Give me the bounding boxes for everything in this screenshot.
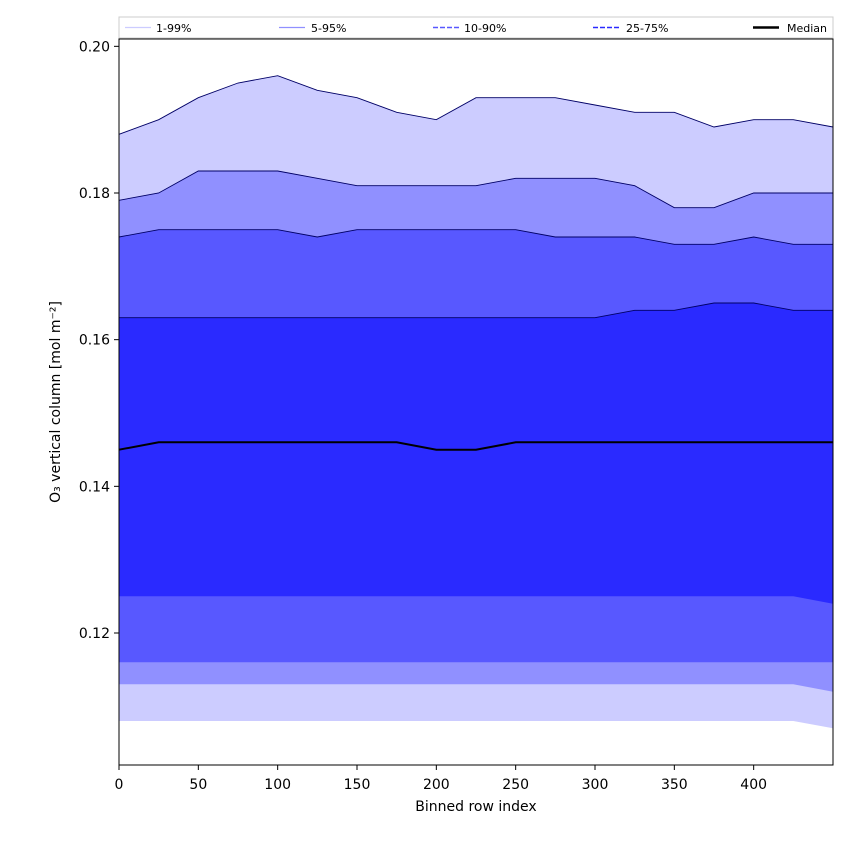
band-upper-edge-3 — [119, 302, 833, 319]
x-tick-label: 150 — [344, 777, 371, 793]
x-tick-label: 250 — [502, 777, 529, 793]
y-axis-title: O₃ vertical column [mol m⁻²] — [48, 301, 64, 503]
legend-label: 25-75% — [626, 22, 668, 35]
legend-label: 5-95% — [311, 22, 346, 35]
median-line — [118, 441, 833, 451]
y-tick-label: 0.20 — [79, 39, 110, 55]
x-tick-label: 0 — [115, 777, 124, 793]
x-axis-title: Binned row index — [415, 799, 536, 815]
x-axis: 0 50 100 150 200 250 300 350 400 — [115, 765, 767, 793]
y-tick-label: 0.16 — [79, 333, 110, 349]
legend-label: 1-99% — [156, 22, 191, 35]
bands-layer — [118, 75, 834, 729]
y-tick-label: 0.18 — [79, 186, 110, 202]
y-tick-label: 0.14 — [79, 479, 110, 495]
band-upper-edge-2 — [118, 229, 833, 245]
plot-frame — [118, 38, 834, 766]
legend: 1-99% 5-95% 10-90% 25-75% Median — [118, 16, 834, 39]
legend-label: Median — [787, 22, 827, 35]
x-tick-label: 200 — [423, 777, 450, 793]
x-tick-label: 300 — [582, 777, 609, 793]
y-axis: 0.12 0.14 0.16 0.18 0.20 — [79, 39, 119, 642]
x-tick-label: 350 — [661, 777, 688, 793]
x-tick-label: 50 — [189, 777, 207, 793]
legend-box — [118, 16, 834, 39]
band-area-3 — [119, 303, 833, 604]
x-tick-label: 400 — [740, 777, 767, 793]
x-tick-label: 100 — [264, 777, 291, 793]
legend-label: 10-90% — [464, 22, 506, 35]
y-tick-label: 0.12 — [79, 626, 110, 642]
median-layer — [118, 441, 833, 451]
band-upper-edge-0 — [118, 75, 834, 135]
band-upper-edge-1 — [118, 170, 833, 209]
